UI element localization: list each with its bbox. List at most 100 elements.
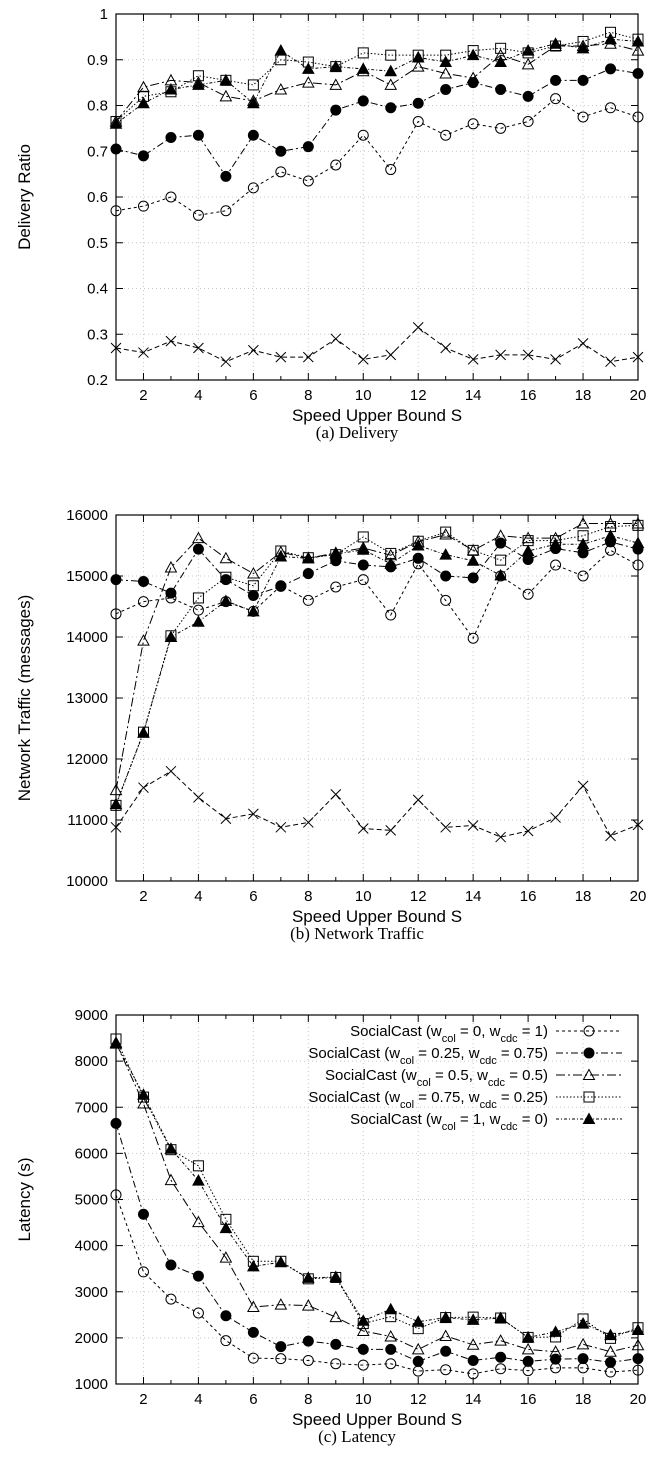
legend-entry-label: SocialCast (wcol = 0, wcdc = 1)	[350, 1023, 548, 1045]
data-point	[439, 66, 453, 79]
data-point	[330, 581, 342, 593]
x-tick-label: 18	[575, 888, 592, 905]
data-point	[549, 1325, 562, 1337]
data-point	[165, 1259, 177, 1271]
y-tick-label: 6000	[75, 1145, 108, 1162]
legend-entry-label: SocialCast (wcol = 0.75, wcdc = 0.25)	[308, 1089, 548, 1111]
x-tick-label: 20	[630, 1391, 647, 1408]
data-point	[219, 1251, 233, 1263]
data-point	[192, 1270, 204, 1282]
data-point	[247, 580, 259, 592]
data-point	[439, 1311, 453, 1323]
data-point	[165, 1293, 177, 1305]
data-point	[220, 574, 232, 586]
data-point	[494, 1334, 507, 1346]
data-point	[137, 726, 150, 738]
data-point	[631, 44, 645, 56]
data-point	[192, 1174, 205, 1186]
data-point	[357, 1343, 369, 1355]
data-point	[164, 1173, 178, 1186]
series-line	[115, 38, 639, 125]
x-tick-label: 14	[465, 888, 482, 905]
data-point	[301, 76, 315, 88]
data-point	[466, 48, 480, 61]
data-point	[577, 780, 589, 792]
y-tick-label: 0.4	[87, 281, 108, 298]
data-point	[385, 349, 397, 361]
data-point	[522, 1355, 534, 1367]
data-point	[302, 594, 314, 606]
data-point	[248, 344, 259, 356]
data-point	[137, 200, 149, 212]
data-point	[219, 594, 233, 607]
data-point	[137, 1088, 150, 1100]
data-point	[466, 554, 480, 566]
y-tick-label: 7000	[75, 1099, 108, 1116]
data-point	[138, 782, 149, 794]
data-point	[302, 141, 314, 153]
data-point	[605, 356, 616, 368]
data-point	[385, 825, 397, 836]
x-tick-label: 2	[139, 888, 147, 905]
data-point	[192, 1307, 204, 1319]
data-point	[192, 1215, 205, 1228]
data-point	[576, 1317, 590, 1329]
data-point	[439, 548, 453, 560]
x-tick-label: 12	[410, 1391, 427, 1408]
series-line	[115, 326, 639, 363]
data-point	[301, 1271, 315, 1283]
data-point	[440, 129, 452, 141]
data-point	[356, 1314, 370, 1326]
x-tick-label: 16	[520, 888, 537, 905]
y-tick-label: 16000	[66, 507, 108, 524]
series-open-circle	[110, 1189, 644, 1380]
data-point	[440, 594, 452, 606]
data-point	[329, 78, 343, 90]
legend-marker	[583, 1091, 595, 1103]
data-point	[604, 32, 617, 45]
data-point	[109, 117, 123, 129]
data-point	[467, 632, 479, 644]
data-point	[192, 531, 205, 544]
data-point	[247, 1259, 260, 1272]
data-point	[467, 820, 479, 831]
data-point	[412, 1355, 424, 1367]
data-point	[467, 354, 479, 365]
data-point	[302, 351, 314, 363]
y-tick-label: 3000	[75, 1284, 108, 1301]
data-point	[385, 1343, 397, 1355]
x-tick-label: 10	[355, 387, 372, 404]
data-point	[357, 95, 369, 107]
data-point	[274, 1298, 288, 1310]
data-point	[356, 62, 370, 74]
data-point	[494, 529, 507, 541]
data-point	[440, 1345, 452, 1357]
data-point	[302, 817, 314, 828]
data-point	[165, 191, 177, 203]
data-point	[577, 338, 589, 349]
y-tick-label: 0.6	[87, 189, 108, 206]
data-point	[576, 537, 590, 550]
data-point	[440, 570, 452, 582]
series-line	[115, 1043, 639, 1338]
series-filled-triangle	[109, 32, 645, 129]
data-point	[219, 73, 233, 86]
data-point	[521, 1342, 535, 1355]
data-point	[550, 93, 562, 105]
chart-panel-1: 2 4 6 8 10 12 14 16 18 20 10000 11000 12000 13000 1400…	[15, 507, 646, 943]
x-axis-label: Speed Upper Bound S	[292, 1410, 462, 1429]
data-point	[110, 1189, 122, 1201]
data-point	[576, 517, 590, 529]
data-point	[356, 543, 370, 555]
y-tick-label: 10000	[66, 873, 108, 890]
data-point	[302, 1354, 314, 1366]
x-tick-label: 4	[194, 888, 202, 905]
data-point	[220, 205, 232, 217]
data-point	[275, 580, 287, 592]
data-point	[110, 205, 122, 217]
data-point	[220, 1335, 232, 1347]
data-point	[495, 349, 506, 361]
x-tick-label: 2	[139, 1391, 147, 1408]
data-point	[330, 104, 342, 116]
chart-panel-0: 2 4 6 8 10 12 14 16 18 20 0.2 0.3 0.4 0.5 0.6 0.7 0.8 0.9…	[15, 6, 646, 442]
